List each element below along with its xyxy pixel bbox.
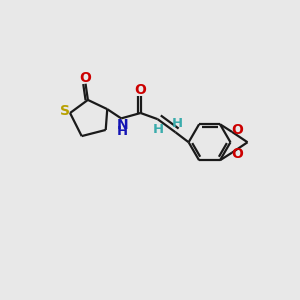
Text: O: O — [135, 83, 146, 97]
Text: H: H — [171, 116, 183, 130]
Text: S: S — [60, 104, 70, 118]
Text: O: O — [232, 123, 243, 137]
Text: O: O — [232, 147, 243, 161]
Text: H: H — [117, 125, 128, 138]
Text: H: H — [153, 123, 164, 136]
Text: N: N — [117, 118, 129, 131]
Text: O: O — [79, 70, 91, 85]
